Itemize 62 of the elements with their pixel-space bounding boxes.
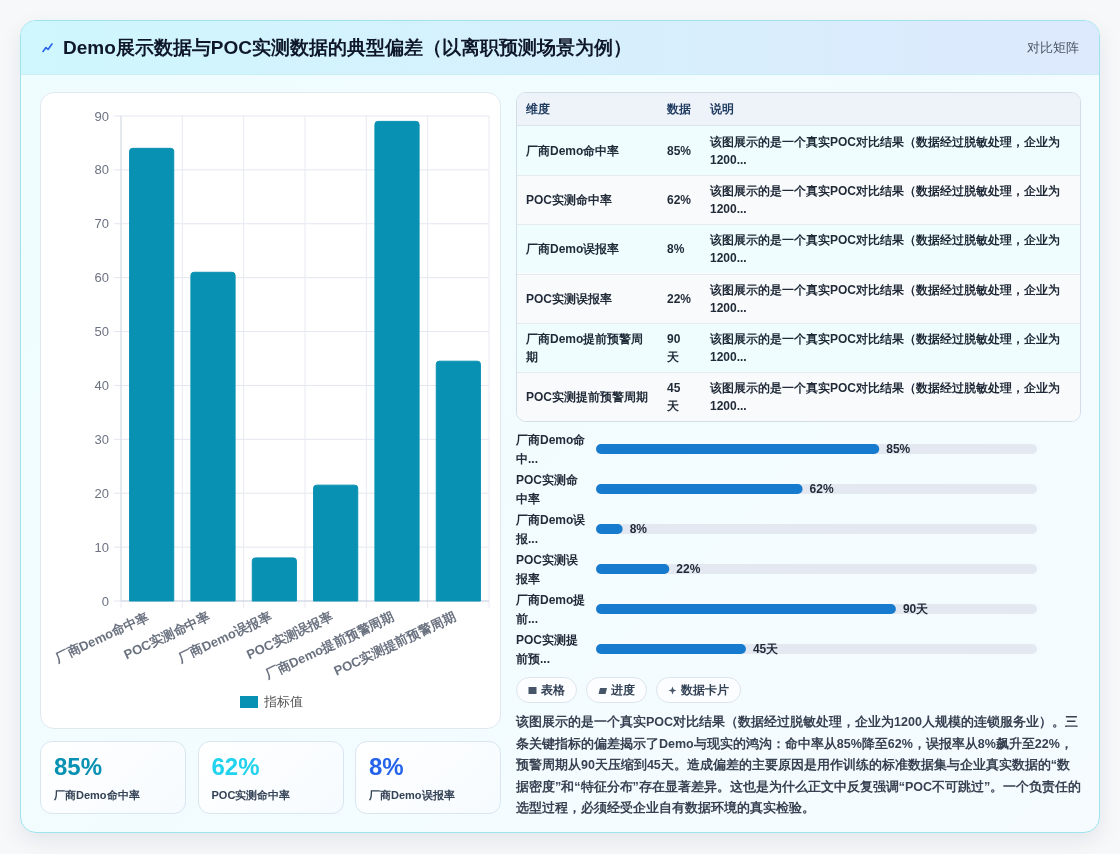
y-tick-label: 30 bbox=[94, 431, 109, 447]
data-label: 22% bbox=[676, 562, 701, 576]
text: 8% bbox=[369, 753, 404, 780]
text: Demo展示数据与POC实测数据的典型偏差（以离职预测场景为例） bbox=[63, 36, 632, 60]
category-label: 厂商Demo提前预警周期 bbox=[526, 330, 645, 366]
category-label: 厂商Demo误报率 bbox=[526, 241, 620, 259]
data-label: 8% bbox=[629, 522, 648, 536]
y-tick-label: 90 bbox=[94, 108, 109, 124]
category-label: 进度 bbox=[611, 682, 635, 698]
data-label: 45天 bbox=[752, 642, 780, 656]
text: 该图展示的是一个真实POC对比结果（数据经过脱敏处理，企业为1200... bbox=[710, 232, 1061, 268]
data-label: 90天 bbox=[902, 602, 930, 616]
bar bbox=[435, 360, 481, 602]
bar bbox=[596, 564, 670, 574]
text: 8% bbox=[667, 242, 685, 257]
text: 该图展示的是一个真实POC对比结果（数据经过脱敏处理，企业为1200... bbox=[710, 379, 1061, 415]
y-tick-label: 厂商Demo命中... bbox=[516, 432, 586, 468]
bar bbox=[596, 524, 623, 534]
y-tick-label: POC实测提前预... bbox=[516, 632, 579, 668]
y-tick-label: 0 bbox=[101, 593, 109, 609]
text: 90天 bbox=[667, 331, 681, 364]
text: 该图展示的是一个真实POC对比结果（数据经过脱敏处理，企业为1200人规模的连锁服务业）。三条关键指标的偏差揭示了Demo与现实的鸿沟：命中率从85%降至62%，误报率从8%飙升至22%，预警周期从90天压缩到45天。造成偏差的主要原因是用作训练的标准数据集与企业真实数据的“数据密度”和“特征分布”存在显著差异。这也是为什么正文中反复强调“POC不可跳过”。一个负责任的选型过程，必须经受企业自有数据环境的真实检验。 bbox=[516, 714, 1083, 817]
text: 62% bbox=[667, 193, 692, 208]
bar bbox=[129, 147, 175, 602]
y-tick-label: 60 bbox=[94, 270, 109, 286]
text: 该图展示的是一个真实POC对比结果（数据经过脱敏处理，企业为1200... bbox=[710, 281, 1061, 317]
y-tick-label: 10 bbox=[94, 539, 109, 555]
text: 62% bbox=[211, 753, 260, 780]
text: 85% bbox=[667, 143, 692, 158]
text: 22% bbox=[667, 291, 692, 306]
y-tick-label: 80 bbox=[94, 162, 109, 178]
y-tick-label: 70 bbox=[94, 216, 109, 232]
bar bbox=[374, 120, 420, 602]
text: 该图展示的是一个真实POC对比结果（数据经过脱敏处理，企业为1200... bbox=[710, 133, 1061, 169]
category-label: 厂商Demo命中率 bbox=[54, 788, 140, 802]
category-label: 表格 bbox=[541, 682, 565, 698]
text: 说明 bbox=[710, 101, 734, 118]
data-label: 85% bbox=[886, 442, 911, 456]
category-label: 厂商Demo误报率 bbox=[369, 788, 455, 802]
y-tick-label: 40 bbox=[94, 377, 109, 393]
y-tick-label: POC实测命中率 bbox=[516, 472, 579, 508]
legend-label: 指标值 bbox=[263, 695, 303, 709]
text: 该图展示的是一个真实POC对比结果（数据经过脱敏处理，企业为1200... bbox=[710, 330, 1061, 366]
category-label: 数据卡片 bbox=[681, 682, 729, 698]
y-tick-label: 50 bbox=[94, 324, 109, 340]
y-tick-label: 20 bbox=[94, 485, 109, 501]
text: 数据 bbox=[667, 101, 691, 118]
text: 该图展示的是一个真实POC对比结果（数据经过脱敏处理，企业为1200... bbox=[710, 183, 1061, 219]
bar bbox=[251, 557, 297, 602]
text: 85% bbox=[54, 753, 103, 780]
text: 45天 bbox=[667, 380, 681, 413]
category-label: POC实测提前预警周期 bbox=[526, 388, 649, 406]
y-tick-label: 厂商Demo提前... bbox=[516, 592, 586, 628]
bar bbox=[313, 484, 359, 602]
bar bbox=[190, 271, 236, 602]
category-label: POC实测命中率 bbox=[211, 788, 291, 802]
text: 维度 bbox=[526, 101, 550, 118]
data-label: 62% bbox=[809, 482, 834, 496]
text: 对比矩阵 bbox=[1027, 39, 1079, 57]
y-tick-label: POC实测误报率 bbox=[516, 552, 579, 588]
y-tick-label: 厂商Demo误报... bbox=[516, 512, 586, 548]
category-label: 厂商Demo命中率 bbox=[526, 142, 620, 160]
